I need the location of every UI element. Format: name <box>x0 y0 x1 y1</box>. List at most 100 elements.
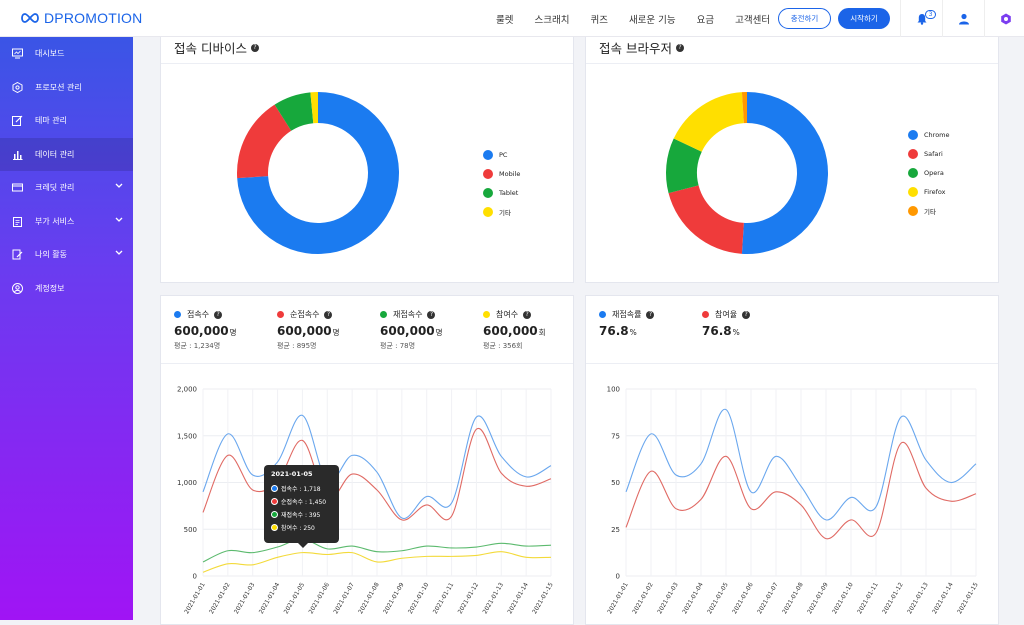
sidebar-item-theme[interactable]: 테마 관리 <box>0 104 133 138</box>
donut-slice-기타[interactable] <box>310 92 318 124</box>
chevron-down-icon <box>115 250 123 255</box>
legend-dot <box>908 167 918 178</box>
donut-slice-Tablet[interactable] <box>274 92 314 131</box>
tooltip-swatch <box>271 498 278 505</box>
legend-item[interactable]: Firefox <box>908 182 950 201</box>
legend-item[interactable]: 기타 <box>908 201 950 220</box>
x-tick-label: 2021-01-06 <box>308 581 332 615</box>
x-tick-label: 2021-01-09 <box>806 581 830 615</box>
legend-item[interactable]: Tablet <box>483 184 520 203</box>
stat-visits: 접속수? 600,000명 평균 : 1,234명 <box>174 309 237 351</box>
help-icon[interactable]: ? <box>214 310 223 319</box>
nav-roulette[interactable]: 룰렛 <box>496 14 514 26</box>
tooltip-row-text: 순접속수 : 1,450 <box>281 499 327 506</box>
browsers-card: 접속 브라우저 ? Chrome Safari Opera Firefox 기타 <box>585 37 999 283</box>
x-tick-label: 2021-01-14 <box>506 581 530 615</box>
y-tick-label: 50 <box>611 479 620 487</box>
x-tick-label: 2021-01-11 <box>856 581 880 615</box>
x-tick-label: 2021-01-06 <box>731 581 755 615</box>
series-line-재접속률 <box>625 409 977 521</box>
legend-item[interactable]: 기타 <box>483 202 520 221</box>
brand-logo[interactable]: DPROMOTION <box>20 10 142 26</box>
donut-slice-Opera[interactable] <box>666 138 702 194</box>
legend-item[interactable]: Chrome <box>908 126 950 145</box>
legend-item[interactable]: Safari <box>908 145 950 164</box>
stat-label: 참여수 <box>496 310 519 319</box>
nav-support[interactable]: 고객센터 <box>735 14 771 26</box>
sidebar-item-data[interactable]: 데이터 관리 <box>0 137 133 171</box>
x-tick-label: 2021-01-13 <box>906 581 930 615</box>
charge-button[interactable]: 충전하기 <box>778 8 831 29</box>
series-line-참여율 <box>625 441 977 540</box>
sidebar-item-dashboard[interactable]: 대시보드 <box>0 37 133 71</box>
x-tick-label: 2021-01-10 <box>407 581 431 615</box>
series-line-순접속수 <box>202 427 552 521</box>
sidebar-item-addon[interactable]: 부가 서비스 <box>0 205 133 239</box>
x-tick-label: 2021-01-13 <box>482 581 506 615</box>
legend-dot <box>483 206 493 217</box>
donut-slice-Firefox[interactable] <box>673 92 744 152</box>
help-icon[interactable]: ? <box>250 43 259 52</box>
legend-item[interactable]: Opera <box>908 164 950 183</box>
stat-unit: 명 <box>332 328 340 337</box>
help-icon[interactable]: ? <box>324 310 333 319</box>
devices-legend: PC Mobile Tablet 기타 <box>483 146 520 221</box>
help-icon[interactable]: ? <box>646 310 655 319</box>
stat-unit: 회 <box>538 328 546 337</box>
divider <box>586 363 998 364</box>
browsers-card-title: 접속 브라우저 ? <box>599 38 684 57</box>
tooltip-row-text: 재접속수 : 395 <box>281 512 321 519</box>
browsers-title-text: 접속 브라우저 <box>599 41 672 56</box>
donut-slice-Safari[interactable] <box>668 185 744 254</box>
y-tick-label: 0 <box>616 573 620 581</box>
nav-quiz[interactable]: 퀴즈 <box>590 14 608 26</box>
x-tick-label: 2021-01-01 <box>606 581 630 615</box>
chevron-down-icon <box>115 183 123 188</box>
x-tick-label: 2021-01-12 <box>881 581 905 615</box>
stat-average: 평균 : 895명 <box>277 342 317 350</box>
help-icon[interactable]: ? <box>675 43 684 52</box>
notification-button[interactable]: 3 <box>900 0 942 37</box>
stat-average: 평균 : 1,234명 <box>174 342 221 350</box>
legend-dot <box>483 187 493 198</box>
divider <box>161 363 573 364</box>
legend-label: Safari <box>924 150 943 159</box>
x-tick-label: 2021-01-02 <box>208 581 232 615</box>
monitor-icon <box>12 48 23 59</box>
visits-card: 접속수? 600,000명 평균 : 1,234명 순접속수? 600,000명… <box>160 295 574 625</box>
tooltip-row-text: 접속수 : 1,718 <box>281 486 321 493</box>
legend-label: 기타 <box>499 208 511 217</box>
top-icons: 3 <box>900 0 1024 37</box>
x-tick-label: 2021-01-07 <box>756 581 780 615</box>
sidebar-item-account[interactable]: 계정정보 <box>0 272 133 306</box>
chevron-down-icon <box>115 217 123 222</box>
stat-label: 재접속수 <box>393 310 423 319</box>
donut-slice-Chrome[interactable] <box>741 92 829 255</box>
stat-average: 평균 : 356회 <box>483 342 523 350</box>
gear-icon <box>12 81 23 93</box>
nav-new-features[interactable]: 새로운 기능 <box>628 14 676 26</box>
devices-title-text: 접속 디바이스 <box>174 41 247 56</box>
y-tick-label: 0 <box>193 573 197 581</box>
settings-button[interactable] <box>984 0 1024 37</box>
legend-item[interactable]: PC <box>483 146 520 165</box>
nav-pricing[interactable]: 요금 <box>696 14 715 26</box>
sidebar-item-activity[interactable]: 나의 활동 <box>0 238 133 272</box>
legend-item[interactable]: Mobile <box>483 165 520 184</box>
donut-slice-기타[interactable] <box>741 92 747 124</box>
donut-slice-Mobile[interactable] <box>237 104 292 179</box>
sidebar-item-label: 나의 활동 <box>35 250 67 260</box>
help-icon[interactable]: ? <box>742 310 751 319</box>
sidebar-item-promotion[interactable]: 프로모션 관리 <box>0 71 133 105</box>
nav-scratch[interactable]: 스크래치 <box>534 14 570 26</box>
profile-button[interactable] <box>942 0 984 37</box>
legend-dot <box>908 205 918 216</box>
help-icon[interactable]: ? <box>427 310 436 319</box>
start-button[interactable]: 시작하기 <box>838 8 890 29</box>
donut-slice-PC[interactable] <box>237 92 399 255</box>
sidebar-item-credit[interactable]: 크레딧 관리 <box>0 171 133 205</box>
help-icon[interactable]: ? <box>523 310 532 319</box>
legend-dot <box>380 311 387 318</box>
legend-dot <box>483 150 493 161</box>
legend-label: Firefox <box>924 187 946 196</box>
